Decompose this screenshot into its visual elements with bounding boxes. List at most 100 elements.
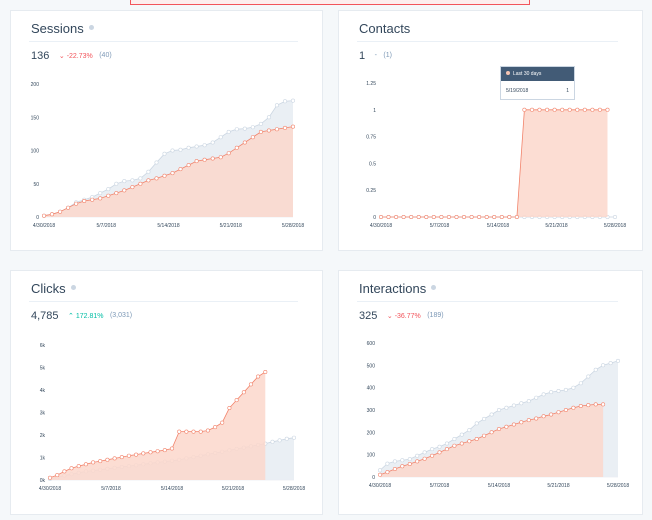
previous-data-point[interactable]	[467, 428, 472, 433]
current-data-point[interactable]	[499, 215, 504, 220]
current-data-point[interactable]	[49, 212, 54, 217]
current-data-point[interactable]	[234, 398, 239, 403]
previous-data-point[interactable]	[202, 143, 207, 148]
previous-data-point[interactable]	[437, 444, 442, 449]
current-data-point[interactable]	[205, 428, 210, 433]
previous-data-point[interactable]	[277, 438, 282, 443]
previous-data-point[interactable]	[242, 126, 247, 131]
card-title[interactable]: Contacts	[359, 21, 410, 36]
current-data-point[interactable]	[526, 418, 531, 423]
current-data-point[interactable]	[69, 466, 74, 471]
current-data-point[interactable]	[130, 185, 135, 190]
previous-data-point[interactable]	[106, 187, 111, 192]
previous-data-point[interactable]	[194, 144, 199, 149]
previous-data-point[interactable]	[154, 160, 159, 165]
current-data-point[interactable]	[530, 107, 535, 112]
current-data-point[interactable]	[590, 107, 595, 112]
previous-data-point[interactable]	[601, 363, 606, 368]
current-data-point[interactable]	[154, 176, 159, 181]
current-data-point[interactable]	[605, 107, 610, 112]
current-data-point[interactable]	[489, 430, 494, 435]
previous-data-point[interactable]	[226, 129, 231, 134]
current-data-point[interactable]	[210, 156, 215, 161]
current-data-point[interactable]	[601, 402, 606, 407]
previous-data-point[interactable]	[218, 135, 223, 140]
previous-data-point[interactable]	[444, 441, 449, 446]
current-data-point[interactable]	[519, 420, 524, 425]
current-data-point[interactable]	[82, 199, 87, 204]
current-data-point[interactable]	[514, 215, 519, 220]
previous-data-point[interactable]	[593, 367, 598, 372]
previous-data-point[interactable]	[415, 453, 420, 458]
current-data-point[interactable]	[446, 215, 451, 220]
current-data-point[interactable]	[511, 422, 516, 427]
current-data-point[interactable]	[556, 410, 561, 415]
current-data-point[interactable]	[545, 107, 550, 112]
previous-data-point[interactable]	[430, 447, 435, 452]
current-data-point[interactable]	[431, 215, 436, 220]
current-data-point[interactable]	[122, 188, 127, 193]
card-title[interactable]: Interactions	[359, 281, 437, 296]
previous-data-point[interactable]	[138, 176, 143, 181]
current-data-point[interactable]	[462, 215, 467, 220]
previous-data-point[interactable]	[549, 390, 554, 395]
current-data-point[interactable]	[444, 447, 449, 452]
previous-data-point[interactable]	[526, 399, 531, 404]
previous-data-point[interactable]	[612, 215, 617, 220]
current-data-point[interactable]	[178, 167, 183, 172]
current-data-point[interactable]	[439, 215, 444, 220]
previous-data-point[interactable]	[122, 179, 127, 184]
previous-data-point[interactable]	[392, 459, 397, 464]
current-data-point[interactable]	[385, 470, 390, 475]
previous-data-point[interactable]	[541, 392, 546, 397]
current-data-point[interactable]	[98, 459, 103, 464]
clicks-chart[interactable]: 0k 1k 2k 3k 4k 5k 6k 4/30/2018 5/7/2018 5/14/2018…	[11, 271, 324, 516]
current-data-point[interactable]	[415, 459, 420, 464]
previous-data-point[interactable]	[377, 468, 382, 473]
current-data-point[interactable]	[537, 107, 542, 112]
card-title[interactable]: Clicks	[31, 281, 76, 296]
current-data-point[interactable]	[492, 215, 497, 220]
previous-data-point[interactable]	[422, 450, 427, 455]
current-data-point[interactable]	[274, 127, 279, 132]
previous-data-point[interactable]	[258, 121, 263, 126]
current-data-point[interactable]	[507, 215, 512, 220]
current-data-point[interactable]	[256, 374, 261, 379]
previous-data-point[interactable]	[578, 381, 583, 386]
current-data-point[interactable]	[186, 163, 191, 168]
previous-data-point[interactable]	[282, 99, 287, 104]
info-icon[interactable]	[70, 285, 76, 291]
current-data-point[interactable]	[400, 464, 405, 469]
previous-data-point[interactable]	[178, 147, 183, 152]
previous-data-point[interactable]	[407, 457, 412, 462]
previous-data-point[interactable]	[210, 140, 215, 145]
previous-data-point[interactable]	[608, 361, 613, 366]
previous-data-point[interactable]	[452, 437, 457, 442]
current-data-point[interactable]	[541, 414, 546, 419]
current-data-point[interactable]	[146, 178, 151, 183]
current-data-point[interactable]	[474, 437, 479, 442]
current-data-point[interactable]	[484, 215, 489, 220]
current-data-point[interactable]	[55, 473, 60, 478]
current-data-point[interactable]	[552, 107, 557, 112]
current-data-point[interactable]	[184, 429, 189, 434]
previous-data-point[interactable]	[274, 103, 279, 108]
current-data-point[interactable]	[459, 441, 464, 446]
previous-data-point[interactable]	[170, 148, 175, 153]
previous-data-point[interactable]	[615, 358, 620, 363]
info-icon[interactable]	[88, 25, 94, 31]
current-data-point[interactable]	[392, 467, 397, 472]
previous-data-point[interactable]	[385, 461, 390, 466]
previous-data-point[interactable]	[563, 387, 568, 392]
current-data-point[interactable]	[582, 107, 587, 112]
current-data-point[interactable]	[226, 151, 231, 156]
current-data-point[interactable]	[416, 215, 421, 220]
current-data-point[interactable]	[258, 129, 263, 134]
current-data-point[interactable]	[378, 215, 383, 220]
previous-data-point[interactable]	[474, 421, 479, 426]
current-data-point[interactable]	[213, 425, 218, 430]
current-data-point[interactable]	[452, 443, 457, 448]
contacts-chart[interactable]: 0 0.25 0.5 0.75 1 1.25 4/30/2018 5/7/2018 5/14/2…	[339, 11, 644, 252]
current-data-point[interactable]	[170, 446, 175, 451]
current-data-point[interactable]	[522, 107, 527, 112]
